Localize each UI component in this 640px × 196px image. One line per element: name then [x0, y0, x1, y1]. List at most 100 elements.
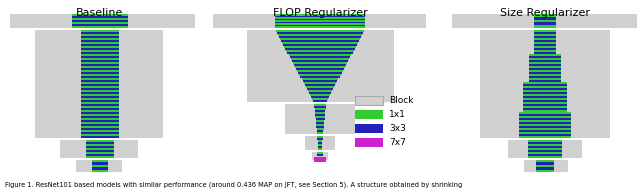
Bar	[300, 76, 340, 78]
Bar	[529, 54, 561, 56]
Bar	[275, 14, 365, 15]
Bar	[534, 14, 556, 17]
Bar	[81, 102, 119, 104]
Bar	[534, 40, 556, 42]
Bar	[534, 22, 556, 25]
Bar	[314, 100, 326, 102]
Bar	[305, 84, 335, 86]
Bar	[529, 76, 561, 78]
Bar	[81, 134, 119, 136]
Bar	[519, 122, 571, 124]
Bar	[81, 136, 119, 138]
Bar	[72, 20, 128, 22]
Bar	[290, 56, 350, 58]
Bar	[86, 144, 114, 146]
Bar	[279, 36, 361, 38]
Text: Baseline: Baseline	[76, 8, 124, 18]
Bar	[314, 108, 326, 110]
Bar	[519, 128, 571, 130]
Bar	[318, 144, 322, 146]
Bar	[81, 106, 119, 108]
Bar	[285, 48, 355, 50]
Bar	[81, 82, 119, 84]
Bar	[519, 112, 571, 114]
Bar	[295, 66, 345, 68]
Bar	[355, 96, 383, 105]
Bar	[317, 128, 323, 130]
Bar	[92, 170, 108, 172]
Bar	[317, 152, 323, 154]
Bar	[289, 54, 351, 56]
Bar	[86, 152, 114, 154]
Bar	[318, 146, 322, 148]
Bar	[10, 14, 195, 28]
Bar	[529, 62, 561, 64]
Bar	[282, 42, 358, 44]
Bar	[72, 26, 128, 28]
Text: 3x3: 3x3	[389, 124, 406, 133]
Text: 7x7: 7x7	[389, 138, 406, 147]
Bar	[529, 58, 561, 60]
Text: Figure 1. ResNet101 based models with similar performance (around 0.436 MAP on J: Figure 1. ResNet101 based models with si…	[5, 181, 462, 188]
Bar	[297, 70, 343, 72]
Bar	[528, 156, 562, 158]
Bar	[86, 154, 114, 156]
Bar	[529, 80, 561, 82]
Bar	[314, 106, 326, 108]
Bar	[536, 170, 554, 172]
Bar	[519, 136, 571, 138]
Bar	[314, 104, 326, 106]
Bar	[529, 66, 561, 68]
Text: Block: Block	[389, 96, 413, 105]
Bar	[81, 38, 119, 40]
Bar	[81, 132, 119, 134]
Bar	[293, 62, 347, 64]
Bar	[534, 34, 556, 36]
Bar	[317, 136, 323, 138]
Bar	[81, 58, 119, 60]
Bar	[534, 30, 556, 32]
Bar	[316, 122, 324, 124]
Bar	[275, 22, 365, 23]
Bar	[92, 160, 108, 162]
Bar	[81, 112, 119, 114]
Bar	[534, 52, 556, 54]
Bar	[534, 48, 556, 50]
Bar	[309, 92, 331, 94]
Bar	[81, 56, 119, 58]
Bar	[81, 126, 119, 128]
Bar	[306, 86, 334, 88]
Bar	[81, 88, 119, 90]
Bar	[60, 140, 138, 158]
Bar	[523, 102, 567, 104]
Bar	[534, 32, 556, 34]
Bar	[523, 82, 567, 84]
Bar	[86, 142, 114, 144]
Bar	[247, 30, 394, 102]
Bar	[305, 136, 335, 150]
Bar	[316, 118, 324, 120]
Bar	[523, 110, 567, 112]
Bar	[317, 154, 323, 156]
Bar	[81, 124, 119, 126]
Bar	[81, 84, 119, 86]
Bar	[528, 152, 562, 154]
Bar	[81, 96, 119, 98]
Bar	[310, 94, 330, 96]
Bar	[307, 88, 333, 90]
Bar	[86, 156, 114, 158]
Bar	[529, 60, 561, 62]
Bar	[275, 20, 365, 22]
Bar	[452, 14, 637, 28]
Bar	[519, 118, 571, 120]
Bar	[86, 140, 114, 142]
Bar	[92, 165, 108, 167]
Bar	[81, 120, 119, 122]
Bar	[534, 44, 556, 46]
Bar	[529, 78, 561, 80]
Bar	[300, 74, 340, 76]
Bar	[72, 22, 128, 24]
Bar	[523, 98, 567, 100]
Bar	[528, 140, 562, 142]
Bar	[314, 157, 326, 162]
